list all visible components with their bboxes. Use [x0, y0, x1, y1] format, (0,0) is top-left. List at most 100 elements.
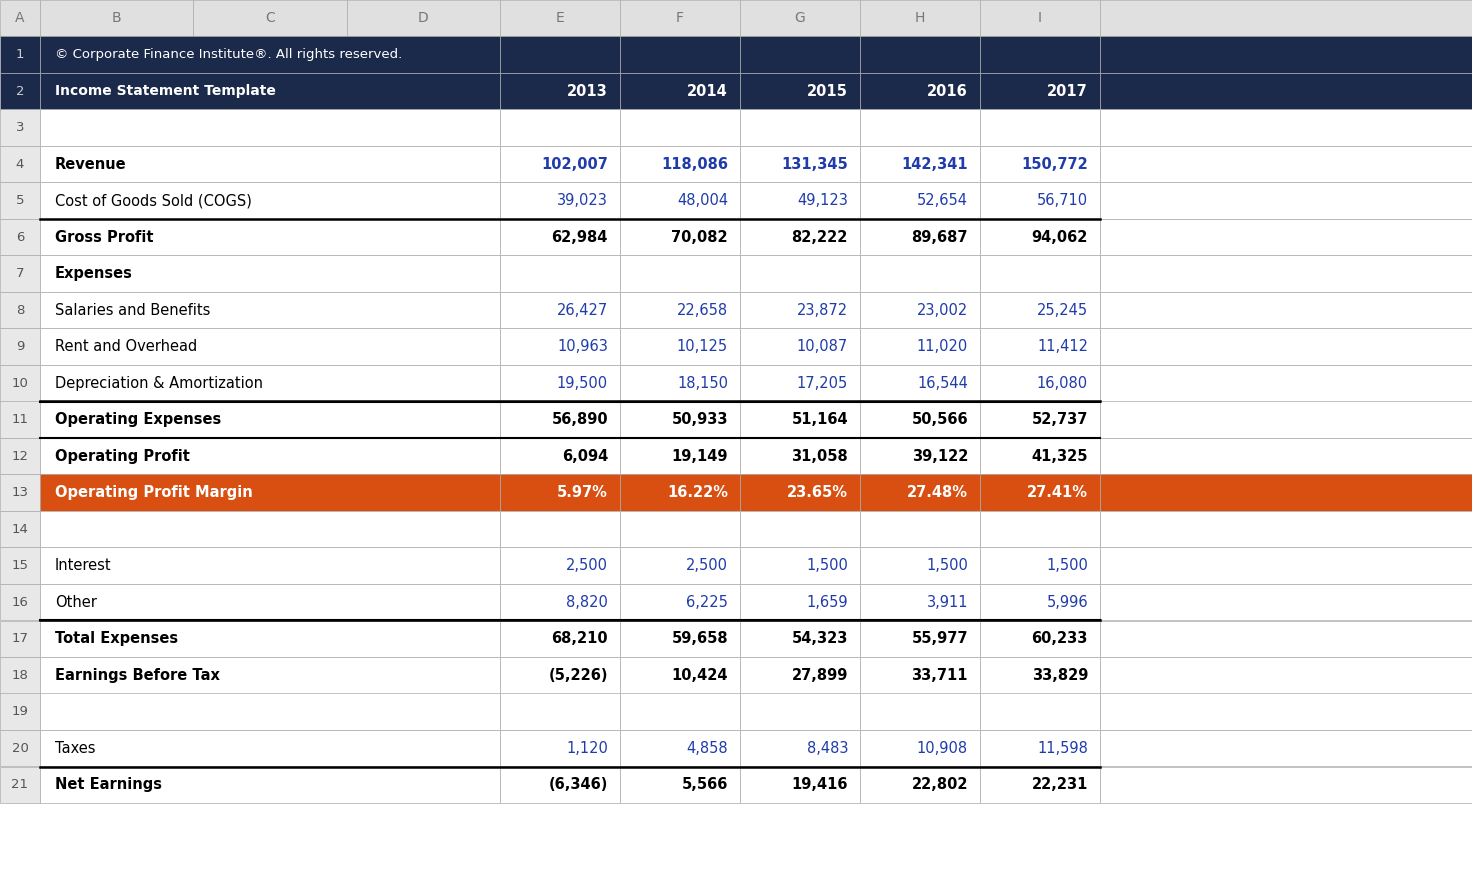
Text: Rent and Overhead: Rent and Overhead	[54, 339, 197, 354]
Text: 62,984: 62,984	[552, 230, 608, 245]
Bar	[860, 693, 980, 730]
Bar	[860, 584, 980, 620]
Bar	[980, 183, 1100, 219]
Bar	[860, 620, 980, 657]
Bar	[620, 365, 740, 402]
Bar	[40, 693, 500, 730]
Bar	[0, 73, 40, 110]
Bar	[860, 146, 980, 183]
Text: 89,687: 89,687	[911, 230, 969, 245]
Text: 33,711: 33,711	[911, 668, 969, 683]
Text: 33,829: 33,829	[1032, 668, 1088, 683]
Bar	[980, 730, 1100, 766]
Text: 150,772: 150,772	[1022, 157, 1088, 172]
Bar	[500, 73, 620, 110]
Text: 27,899: 27,899	[792, 668, 848, 683]
Bar	[740, 37, 860, 73]
Bar	[740, 657, 860, 693]
Text: 22,231: 22,231	[1032, 777, 1088, 793]
Text: G: G	[795, 11, 805, 25]
Bar	[0, 146, 40, 183]
Bar	[0, 657, 40, 693]
Text: Operating Profit: Operating Profit	[54, 449, 190, 463]
Text: 50,933: 50,933	[671, 412, 729, 428]
Text: C: C	[265, 11, 275, 25]
Bar	[1100, 511, 1472, 548]
Bar	[1100, 402, 1472, 438]
Text: 12: 12	[12, 449, 28, 463]
Text: 8,483: 8,483	[807, 740, 848, 756]
Bar	[1100, 255, 1472, 292]
Bar	[500, 730, 620, 766]
Bar	[40, 365, 500, 402]
Bar	[620, 766, 740, 803]
Bar	[500, 584, 620, 620]
Bar	[620, 146, 740, 183]
Text: 48,004: 48,004	[677, 193, 729, 208]
Bar	[40, 438, 500, 475]
Text: (5,226): (5,226)	[549, 668, 608, 683]
Bar	[0, 584, 40, 620]
Bar	[1100, 110, 1472, 146]
Bar	[0, 292, 40, 328]
Text: 6,225: 6,225	[686, 595, 729, 610]
Bar	[980, 365, 1100, 402]
Text: Income Statement Template: Income Statement Template	[54, 84, 275, 98]
Bar	[980, 219, 1100, 255]
Bar	[740, 693, 860, 730]
Text: 5,566: 5,566	[682, 777, 729, 793]
Bar	[980, 766, 1100, 803]
Bar	[0, 365, 40, 402]
Bar	[500, 620, 620, 657]
Bar	[500, 438, 620, 475]
Text: 68,210: 68,210	[552, 631, 608, 646]
Bar	[740, 328, 860, 365]
Text: 6: 6	[16, 231, 24, 244]
Bar	[0, 438, 40, 475]
Bar	[620, 511, 740, 548]
Bar	[980, 110, 1100, 146]
Text: 16: 16	[12, 596, 28, 609]
Bar	[0, 255, 40, 292]
Bar	[40, 37, 500, 73]
Bar	[620, 292, 740, 328]
Text: E: E	[555, 11, 564, 25]
Bar	[500, 328, 620, 365]
Bar	[40, 766, 500, 803]
Bar	[1100, 766, 1472, 803]
Bar	[40, 402, 500, 438]
Bar	[0, 402, 40, 438]
Bar	[860, 766, 980, 803]
Text: © Corporate Finance Institute®. All rights reserved.: © Corporate Finance Institute®. All righ…	[54, 48, 402, 61]
Bar	[740, 548, 860, 584]
Bar	[740, 219, 860, 255]
Bar	[500, 402, 620, 438]
Bar	[740, 475, 860, 511]
Text: 2017: 2017	[1047, 84, 1088, 98]
Text: 1,659: 1,659	[807, 595, 848, 610]
Text: 2014: 2014	[687, 84, 729, 98]
Text: 16,080: 16,080	[1036, 375, 1088, 391]
Text: 19,500: 19,500	[556, 375, 608, 391]
Bar	[1100, 365, 1472, 402]
Bar	[980, 146, 1100, 183]
Bar	[860, 365, 980, 402]
Bar	[40, 620, 500, 657]
Bar	[0, 110, 40, 146]
Bar	[1100, 73, 1472, 110]
Text: 142,341: 142,341	[901, 157, 969, 172]
Text: 3,911: 3,911	[926, 595, 969, 610]
Bar	[740, 255, 860, 292]
Text: Total Expenses: Total Expenses	[54, 631, 178, 646]
Bar	[620, 657, 740, 693]
Bar	[740, 766, 860, 803]
Bar	[1100, 620, 1472, 657]
Bar	[0, 693, 40, 730]
Bar	[1100, 730, 1472, 766]
Text: 10,908: 10,908	[917, 740, 969, 756]
Bar	[620, 0, 740, 37]
Text: Taxes: Taxes	[54, 740, 96, 756]
Bar	[40, 511, 500, 548]
Bar	[1100, 548, 1472, 584]
Text: 1,500: 1,500	[807, 558, 848, 573]
